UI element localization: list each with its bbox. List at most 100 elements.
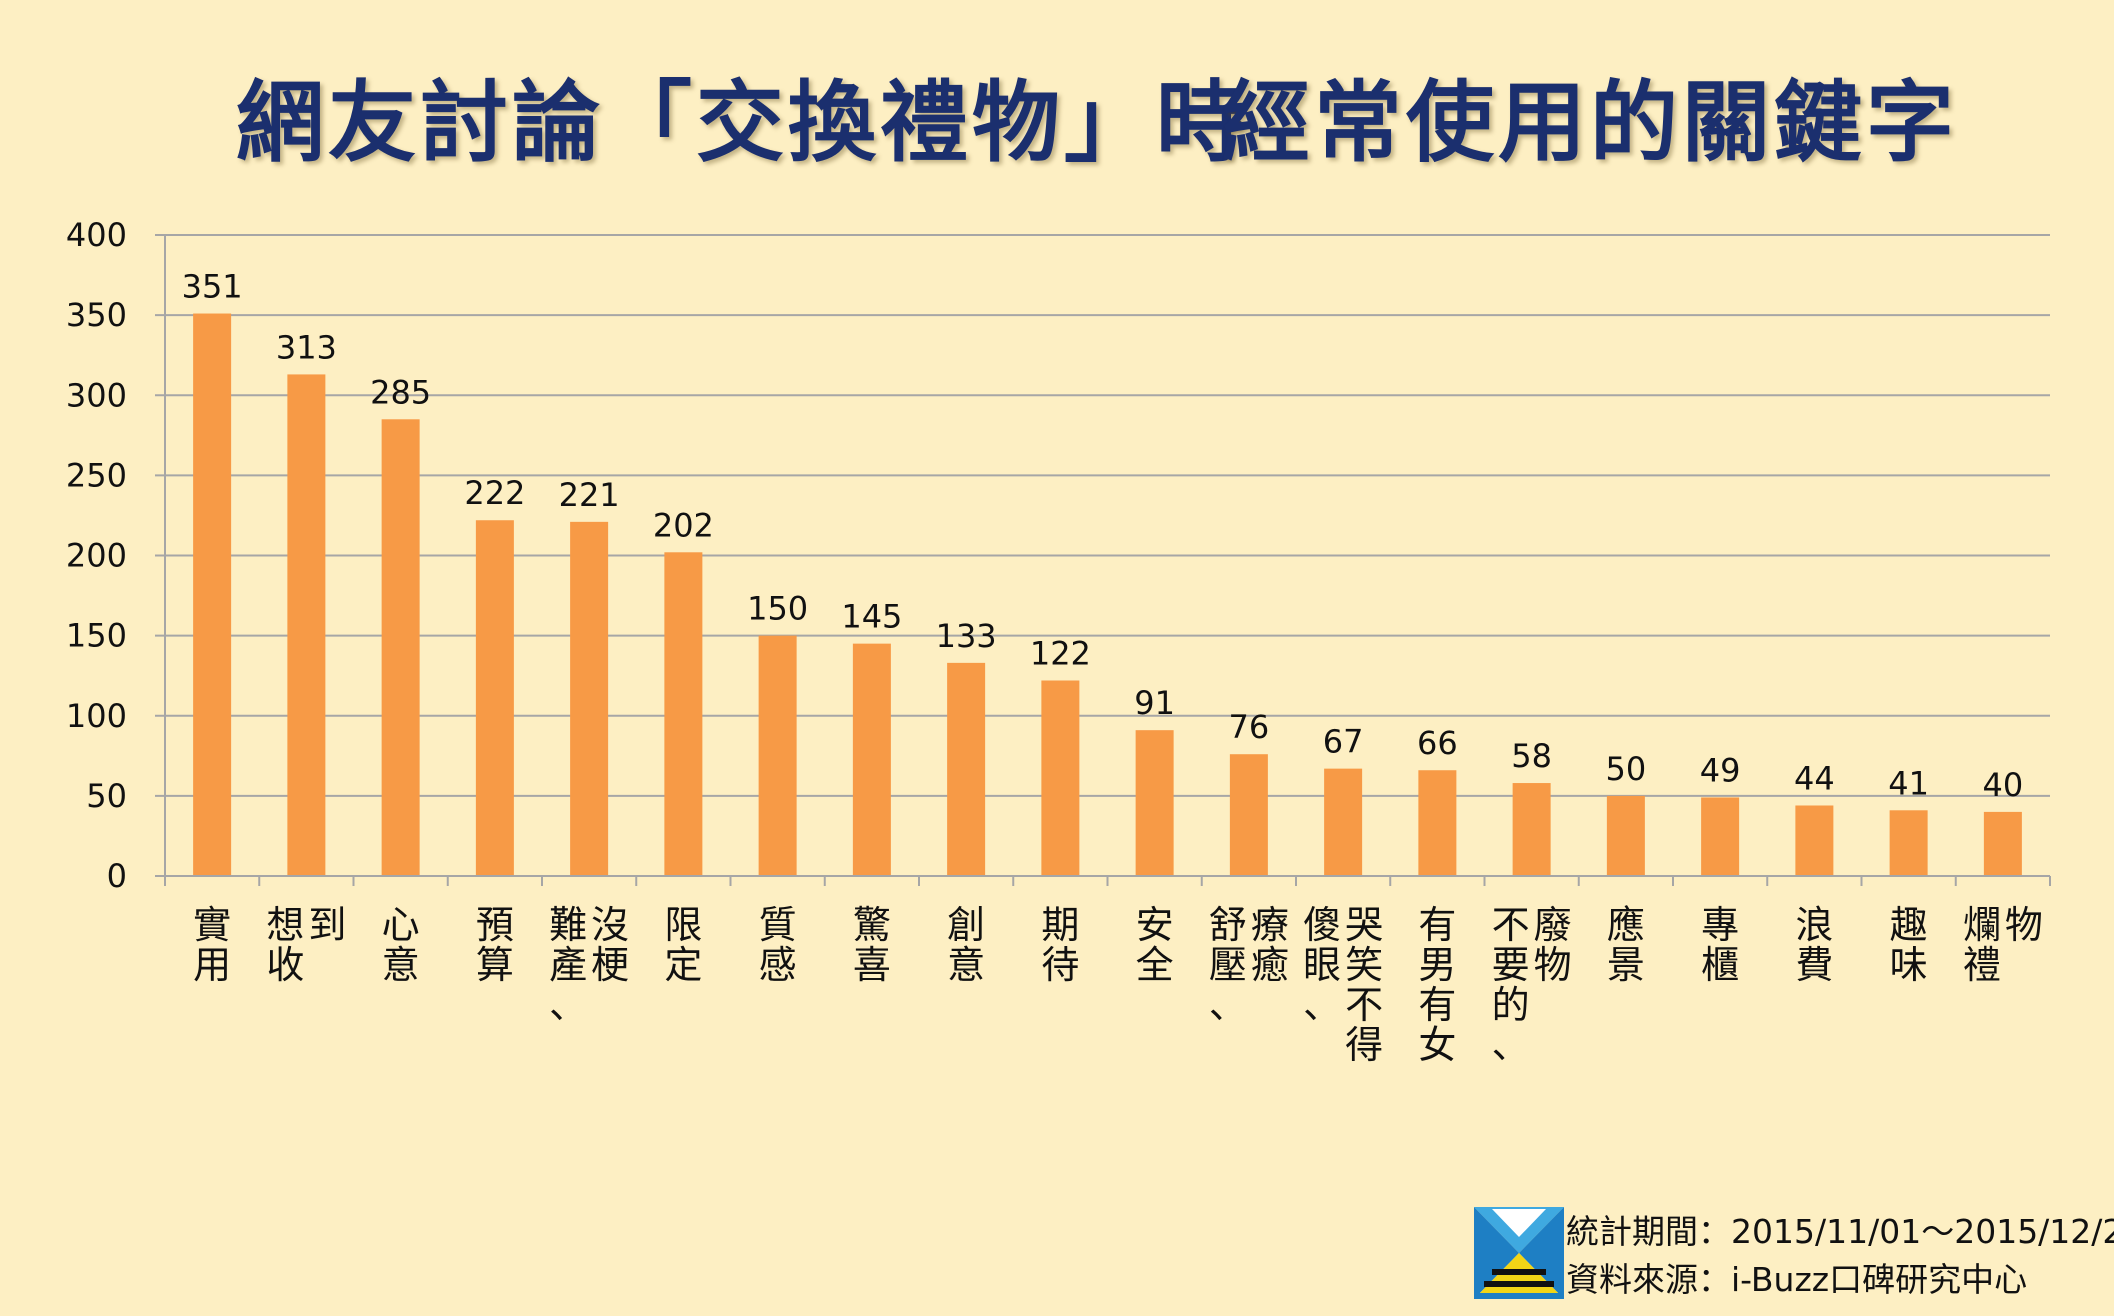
category-char: 全	[1136, 943, 1174, 987]
category-label: 爛禮物	[1963, 903, 2043, 987]
category-char: 驚	[853, 903, 891, 947]
y-tick-label: 350	[66, 296, 127, 334]
category-char: 心	[382, 903, 420, 947]
bar	[1512, 783, 1551, 876]
data-label: 313	[276, 328, 337, 366]
category-char: 專	[1701, 903, 1739, 947]
data-label: 145	[841, 598, 902, 636]
category-label: 預算	[476, 903, 514, 987]
chart-title-right: 經常使用的關鍵字	[1222, 71, 1959, 174]
y-tick-label: 200	[66, 537, 127, 575]
category-char: 安	[1136, 903, 1174, 947]
category-char: 療	[1251, 903, 1289, 947]
bars	[193, 313, 2022, 877]
data-label: 76	[1229, 708, 1270, 746]
category-char: 景	[1607, 943, 1645, 987]
category-label: 安全	[1136, 903, 1174, 987]
category-char: 櫃	[1701, 943, 1739, 987]
category-label: 實用	[193, 903, 231, 987]
category-char: 實	[193, 903, 231, 947]
data-label: 133	[936, 617, 997, 655]
bar	[852, 643, 891, 876]
y-tick-label: 400	[66, 216, 127, 254]
category-char: 感	[759, 943, 797, 987]
category-char: 有	[1418, 983, 1456, 1027]
category-char: 有	[1418, 903, 1456, 947]
category-label: 專櫃	[1701, 903, 1739, 987]
category-char: 壓	[1209, 943, 1247, 987]
category-char: 預	[476, 903, 514, 947]
footer: 統計期間：2015/11/01～2015/12/20 資料來源：i-Buzz口碑…	[1474, 1205, 2114, 1305]
data-label: 49	[1700, 751, 1741, 789]
category-char: 味	[1890, 943, 1928, 987]
bar	[1983, 811, 2022, 876]
category-char: 質	[759, 903, 797, 947]
y-tick-label: 100	[66, 697, 127, 735]
data-label: 40	[1983, 766, 2024, 804]
stat-period: 統計期間：2015/11/01～2015/12/20	[1566, 1212, 2114, 1251]
category-char: 期	[1041, 903, 1079, 947]
bar	[1606, 795, 1645, 876]
bar	[1795, 805, 1834, 876]
category-label: 質感	[759, 903, 797, 987]
category-char: 、	[1303, 983, 1341, 1027]
category-char: 癒	[1251, 943, 1289, 987]
category-char: 到	[308, 903, 346, 947]
category-char: 算	[476, 943, 514, 987]
chart-title-left: 網友討論「交換禮物」時	[236, 71, 1249, 174]
bar	[1418, 770, 1457, 876]
y-tick-label: 150	[66, 617, 127, 655]
category-label: 創意	[947, 903, 985, 987]
category-char: 產	[549, 943, 587, 987]
category-label: 難產、沒梗	[549, 903, 629, 1027]
data-label: 44	[1794, 759, 1835, 797]
data-label: 285	[370, 373, 431, 411]
category-label: 限定	[664, 903, 702, 987]
category-char: 梗	[591, 943, 629, 987]
chart-title: 網友討論「交換禮物」時 經常使用的關鍵字	[0, 52, 2114, 361]
category-char: 傻	[1303, 903, 1341, 947]
category-char: 得	[1345, 1023, 1383, 1067]
bar	[1701, 797, 1740, 876]
data-label: 66	[1417, 724, 1458, 762]
category-char: 難	[549, 903, 587, 947]
y-tick-label: 0	[107, 857, 127, 895]
category-label: 趣味	[1890, 903, 1928, 987]
bar	[381, 419, 420, 876]
y-tick-label: 300	[66, 376, 127, 414]
category-char: 費	[1795, 943, 1833, 987]
data-label: 202	[653, 506, 714, 544]
category-label: 不要的、 廢物	[1492, 903, 1572, 1067]
category-label: 舒壓、療癒	[1209, 903, 1289, 1027]
x-axis	[164, 875, 2051, 886]
category-label: 心意	[382, 903, 420, 987]
bar	[947, 662, 986, 876]
data-label: 122	[1030, 634, 1091, 672]
data-label: 150	[747, 590, 808, 628]
category-char: 趣	[1890, 903, 1928, 947]
data-label: 58	[1511, 737, 1552, 775]
category-char: 女	[1418, 1023, 1456, 1067]
category-char: 定	[664, 943, 702, 987]
category-char: 喜	[853, 943, 891, 987]
grid-lines	[165, 234, 2050, 797]
category-label: 浪費	[1795, 903, 1833, 987]
category-char: 男	[1418, 943, 1456, 987]
bar	[1041, 680, 1080, 876]
category-char: 物	[1534, 943, 1572, 987]
category-char: 創	[947, 903, 985, 947]
category-char: 用	[193, 943, 231, 987]
data-label: 41	[1888, 764, 1929, 802]
bar	[287, 374, 326, 876]
category-char: 限	[664, 903, 702, 947]
category-label: 期待	[1041, 903, 1079, 987]
category-char: 要	[1492, 943, 1530, 987]
category-char: 、	[549, 983, 587, 1027]
bar	[1889, 810, 1928, 876]
category-char: 的	[1492, 983, 1530, 1027]
category-label: 應景	[1607, 903, 1645, 987]
bar	[1135, 730, 1174, 876]
i-buzz-logo-icon	[1474, 1207, 1564, 1299]
y-axis: 0 50 100 150 200 250 300 350 400	[66, 216, 166, 895]
